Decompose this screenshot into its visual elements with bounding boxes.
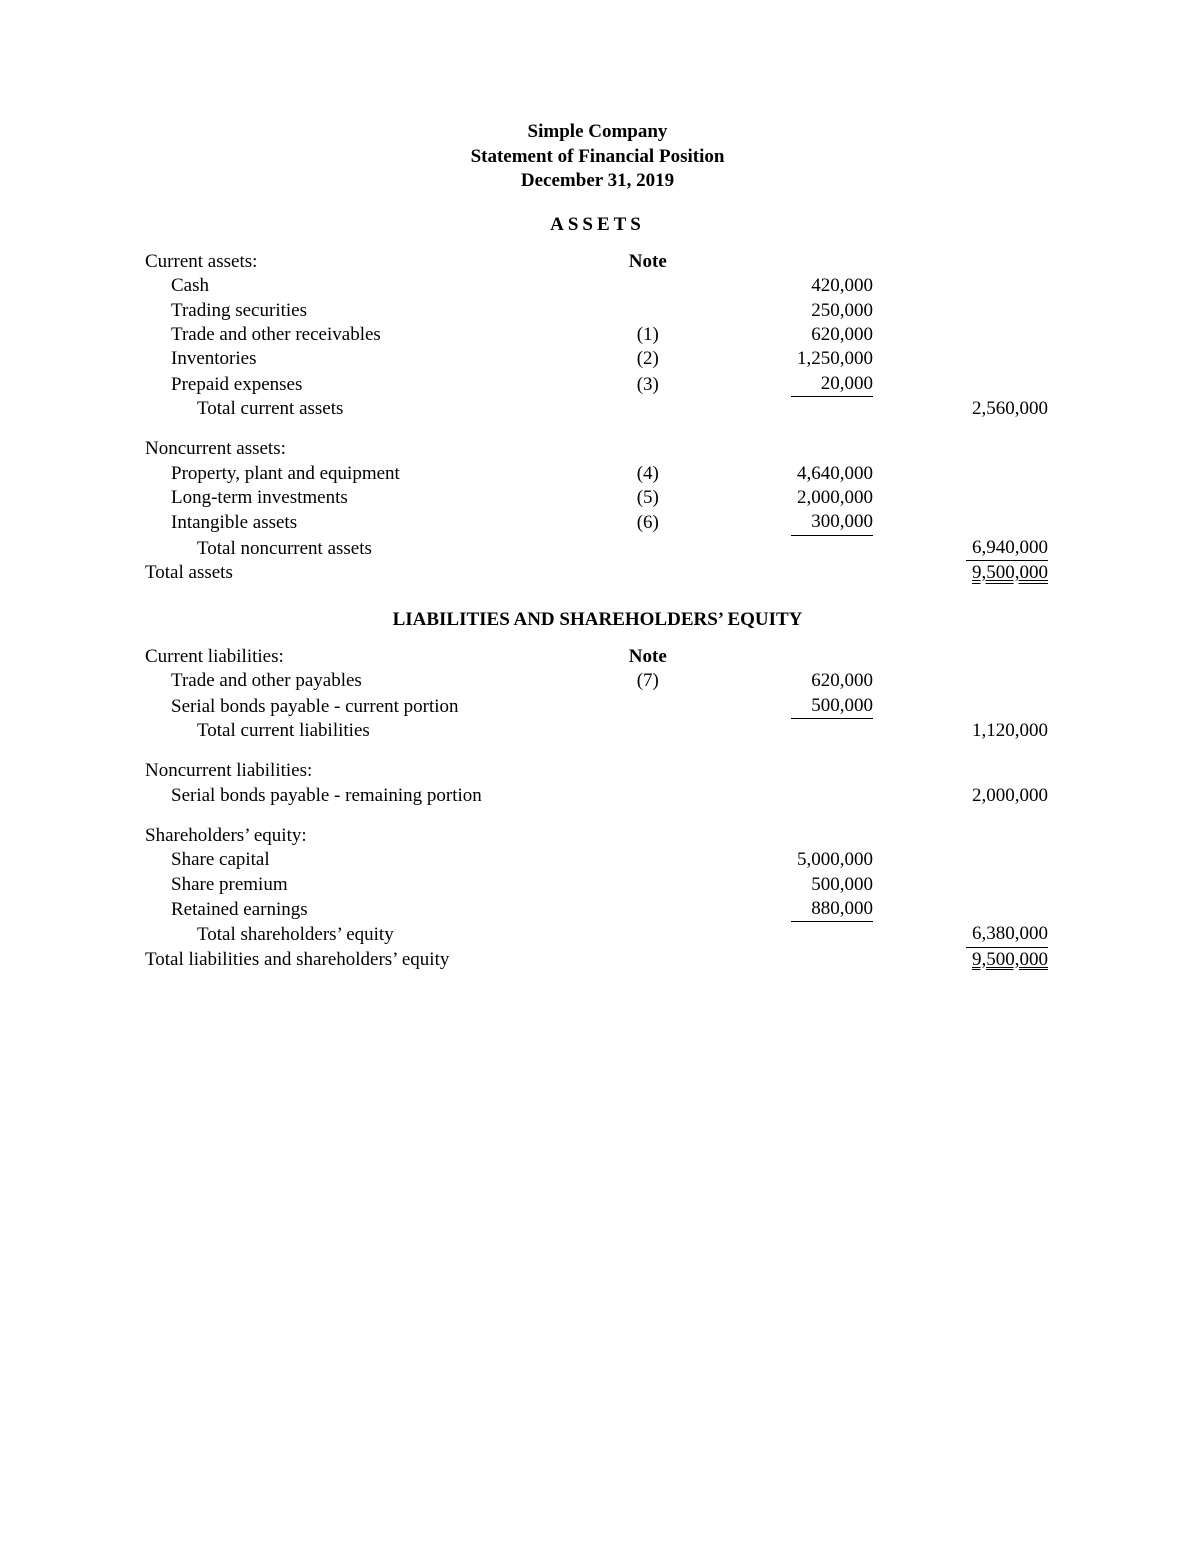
table-row: Total current assets 2,560,000 bbox=[145, 397, 1050, 421]
table-row: Intangible assets (6) 300,000 bbox=[145, 510, 1050, 535]
assets-section-title: ASSETS bbox=[145, 214, 1050, 236]
grand-total-amount: 9,500,000 bbox=[879, 948, 1050, 972]
line-item-note bbox=[587, 694, 708, 719]
line-item-label: Retained earnings bbox=[145, 897, 587, 922]
line-item-label: Property, plant and equipment bbox=[145, 462, 587, 486]
line-item-label: Serial bonds payable - remaining portion bbox=[145, 784, 587, 808]
table-row: Current liabilities: Note bbox=[145, 645, 1050, 669]
line-item-label: Intangible assets bbox=[145, 510, 587, 535]
line-item-label: Prepaid expenses bbox=[145, 372, 587, 397]
total-amount: 2,560,000 bbox=[879, 397, 1050, 421]
grand-total-label: Total liabilities and shareholders’ equi… bbox=[145, 948, 587, 972]
table-row: Share capital 5,000,000 bbox=[145, 848, 1050, 872]
total-amount: 6,380,000 bbox=[879, 922, 1050, 947]
assets-table: Current assets: Note Cash 420,000 Tradin… bbox=[145, 250, 1050, 585]
note-column-header: Note bbox=[587, 250, 708, 274]
line-item-label: Inventories bbox=[145, 347, 587, 371]
total-label: Total current liabilities bbox=[145, 719, 587, 743]
line-item-amount: 880,000 bbox=[708, 897, 879, 922]
table-row: Total noncurrent assets 6,940,000 bbox=[145, 536, 1050, 561]
line-item-amount: 300,000 bbox=[708, 510, 879, 535]
table-row: Share premium 500,000 bbox=[145, 873, 1050, 897]
line-item-amount: 500,000 bbox=[708, 694, 879, 719]
line-item-note: (7) bbox=[587, 669, 708, 693]
table-row: Total assets 9,500,000 bbox=[145, 561, 1050, 585]
table-row: Serial bonds payable - current portion 5… bbox=[145, 694, 1050, 719]
table-row: Inventories (2) 1,250,000 bbox=[145, 347, 1050, 371]
table-row: Long-term investments (5) 2,000,000 bbox=[145, 486, 1050, 510]
section-label: Noncurrent assets: bbox=[145, 437, 587, 461]
statement-date: December 31, 2019 bbox=[145, 169, 1050, 194]
line-item-note: (6) bbox=[587, 510, 708, 535]
line-item-label: Share capital bbox=[145, 848, 587, 872]
table-row: Trade and other payables (7) 620,000 bbox=[145, 669, 1050, 693]
section-label: Current assets: bbox=[145, 250, 587, 274]
line-item-label: Trade and other receivables bbox=[145, 323, 587, 347]
total-amount: 1,120,000 bbox=[879, 719, 1050, 743]
note-column-header: Note bbox=[587, 645, 708, 669]
line-item-amount: 20,000 bbox=[708, 372, 879, 397]
line-item-note bbox=[587, 299, 708, 323]
table-row: Noncurrent assets: bbox=[145, 437, 1050, 461]
line-item-label: Long-term investments bbox=[145, 486, 587, 510]
line-item-amount: 420,000 bbox=[708, 274, 879, 298]
line-item-label: Trading securities bbox=[145, 299, 587, 323]
liabilities-section-title: LIABILITIES AND SHAREHOLDERS’ EQUITY bbox=[145, 609, 1050, 631]
table-row: Total liabilities and shareholders’ equi… bbox=[145, 948, 1050, 972]
section-label: Current liabilities: bbox=[145, 645, 587, 669]
line-item-amount: 620,000 bbox=[708, 323, 879, 347]
total-amount: 6,940,000 bbox=[879, 536, 1050, 561]
line-item-amount: 1,250,000 bbox=[708, 347, 879, 371]
table-row: Serial bonds payable - remaining portion… bbox=[145, 784, 1050, 808]
line-item-label: Serial bonds payable - current portion bbox=[145, 694, 587, 719]
table-row: Trade and other receivables (1) 620,000 bbox=[145, 323, 1050, 347]
line-item-amount: 2,000,000 bbox=[708, 486, 879, 510]
line-item-amount: 620,000 bbox=[708, 669, 879, 693]
line-item-note: (4) bbox=[587, 462, 708, 486]
line-item-amount: 500,000 bbox=[708, 873, 879, 897]
line-item-amount: 4,640,000 bbox=[708, 462, 879, 486]
table-row: Cash 420,000 bbox=[145, 274, 1050, 298]
total-label: Total shareholders’ equity bbox=[145, 922, 587, 947]
line-item-note: (5) bbox=[587, 486, 708, 510]
table-row: Total current liabilities 1,120,000 bbox=[145, 719, 1050, 743]
line-item-note bbox=[587, 274, 708, 298]
table-row: Retained earnings 880,000 bbox=[145, 897, 1050, 922]
company-name: Simple Company bbox=[145, 120, 1050, 145]
table-row: Prepaid expenses (3) 20,000 bbox=[145, 372, 1050, 397]
table-row: Property, plant and equipment (4) 4,640,… bbox=[145, 462, 1050, 486]
line-item-note: (2) bbox=[587, 347, 708, 371]
line-item-label: Cash bbox=[145, 274, 587, 298]
line-item-label: Share premium bbox=[145, 873, 587, 897]
total-label: Total current assets bbox=[145, 397, 587, 421]
table-row: Shareholders’ equity: bbox=[145, 824, 1050, 848]
line-item-amount: 5,000,000 bbox=[708, 848, 879, 872]
statement-header: Simple Company Statement of Financial Po… bbox=[145, 120, 1050, 194]
line-item-note: (1) bbox=[587, 323, 708, 347]
line-item-label: Trade and other payables bbox=[145, 669, 587, 693]
table-row: Current assets: Note bbox=[145, 250, 1050, 274]
grand-total-amount: 9,500,000 bbox=[879, 561, 1050, 585]
liabilities-table: Current liabilities: Note Trade and othe… bbox=[145, 645, 1050, 972]
section-label: Noncurrent liabilities: bbox=[145, 759, 587, 783]
line-item-amount: 250,000 bbox=[708, 299, 879, 323]
grand-total-label: Total assets bbox=[145, 561, 587, 585]
section-label: Shareholders’ equity: bbox=[145, 824, 587, 848]
line-item-note: (3) bbox=[587, 372, 708, 397]
total-label: Total noncurrent assets bbox=[145, 536, 587, 561]
table-row: Total shareholders’ equity 6,380,000 bbox=[145, 922, 1050, 947]
table-row: Trading securities 250,000 bbox=[145, 299, 1050, 323]
table-row: Noncurrent liabilities: bbox=[145, 759, 1050, 783]
line-item-amount: 2,000,000 bbox=[879, 784, 1050, 808]
statement-title: Statement of Financial Position bbox=[145, 145, 1050, 170]
